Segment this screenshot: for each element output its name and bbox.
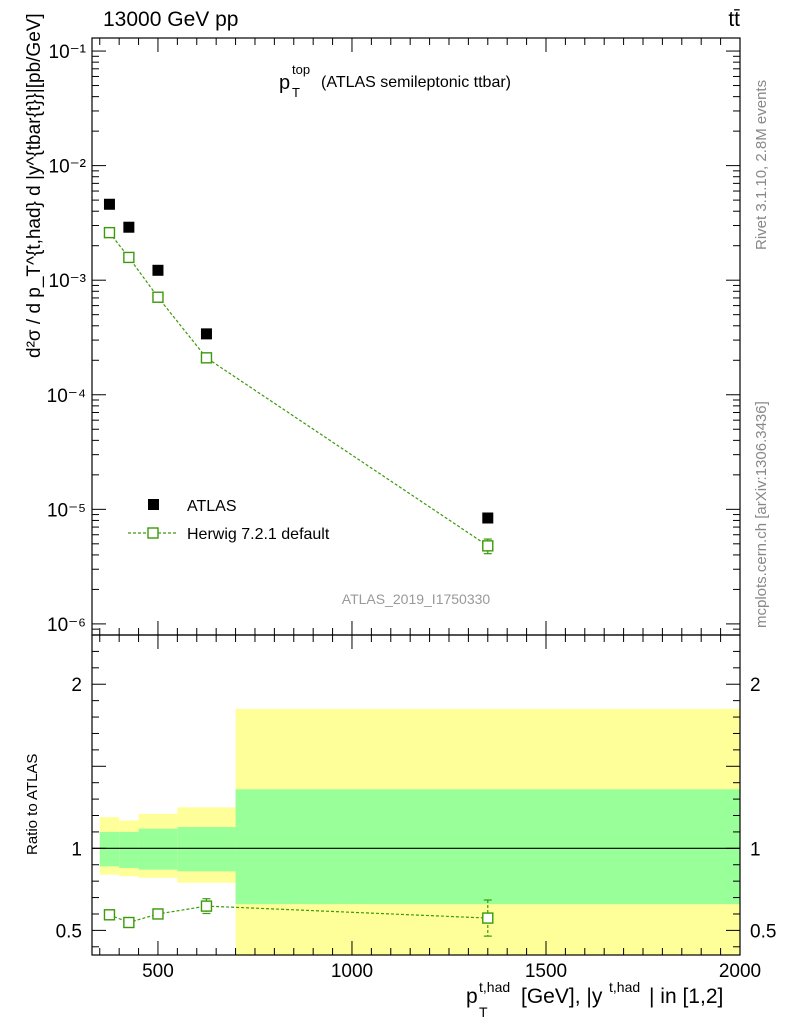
herwig-point [152,291,164,303]
ratio-ytick-label-right: 2 [750,675,761,696]
ratio-xtick-label: 1500 [525,961,567,982]
herwig-point [482,540,494,552]
ratio-ylabel: Ratio to ATLAS [24,754,41,855]
main-ytick-label: 10⁻⁶ [47,615,86,636]
ratio-band-inner [99,831,120,867]
main-ytick-label: 10⁻⁵ [47,500,86,521]
ratio-xtick-label: 2000 [719,961,761,982]
title-rest: (ATLAS semileptonic ttbar) [321,74,511,91]
atlas-point [482,512,494,524]
main-ylabel: d²σ / d p_T^{t,had} d |y^{tbar{t}}|[pb/G… [24,13,45,358]
legend-herwig-label: Herwig 7.2.1 default [187,526,330,543]
ratio-ytick-label: 2 [71,675,82,696]
main-ytick-label: 10⁻³ [49,271,87,292]
mcplots-label: mcplots.cern.ch [arXiv:1306.3436] [753,401,770,628]
ratio-ytick-label-right: 1 [750,839,761,860]
ratio-point [103,909,116,921]
ratio-band-inner [138,828,178,870]
herwig-point [200,352,213,364]
xlabel-p: p [466,985,478,1008]
legend-herwig-marker [147,527,159,539]
ratio-panel: 500 1000 1500 2000 0.5 0.5 1 1 2 2 Ratio to ATLAS [24,634,776,982]
plot-title: p top T (ATLAS semileptonic ttbar) [279,62,511,100]
herwig-point [123,251,135,264]
xlabel-rest1: [GeV], |y [521,985,603,1008]
ratio-band-inner [235,789,741,905]
ratio-ytick-label: 1 [71,839,82,860]
xlabel-sup: t,had [479,979,510,995]
legend: ATLAS Herwig 7.2.1 default [128,498,330,543]
xlabel-sub: T [479,1004,488,1020]
ratio-xtick-label: 1000 [331,961,373,982]
legend-atlas-marker [148,499,159,510]
ratio-xtick-label: 500 [142,961,174,982]
ratio-point [200,900,213,912]
main-panel: 10⁻⁶ 10⁻⁵ 10⁻⁴ 10⁻³ 10⁻² 10⁻¹ p top T (ATLAS … [24,13,741,636]
ratio-point [152,908,164,920]
herwig-point [103,226,116,239]
atlas-point [103,198,115,210]
ratio-frame [91,634,741,956]
rivet-label: Rivet 3.1.10, 2.8M events [753,80,770,250]
main-ytick-label: 10⁻² [49,157,87,178]
legend-atlas-label: ATLAS [187,498,237,515]
ratio-band-inner [119,831,139,869]
title-sub: T [292,85,300,100]
ratio-band-inner [177,827,236,872]
xlabel-rest2: | in [1,2] [649,985,723,1008]
ratio-ytick-label: 0.5 [56,921,82,942]
atlas-point [123,221,135,233]
ratio-point [482,912,494,924]
herwig-line [108,232,489,547]
title-sup: top [292,62,310,77]
title-p: p [279,72,290,94]
header-right: tt̄ [728,8,740,31]
ratio-ytick-label-right: 0.5 [750,921,776,942]
main-ytick-label: 10⁻⁴ [47,386,86,407]
ratio-point [123,916,135,929]
xlabel-sup2: t,had [609,979,640,995]
main-ytick-label: 10⁻¹ [49,42,87,63]
atlas-point [200,328,212,340]
x-label: p t,had T [GeV], |y t,had | in [1,2] [466,979,723,1020]
atlas-point [152,264,164,276]
analysis-id: ATLAS_2019_I1750330 [342,591,491,607]
header-left: 13000 GeV pp [103,8,238,31]
